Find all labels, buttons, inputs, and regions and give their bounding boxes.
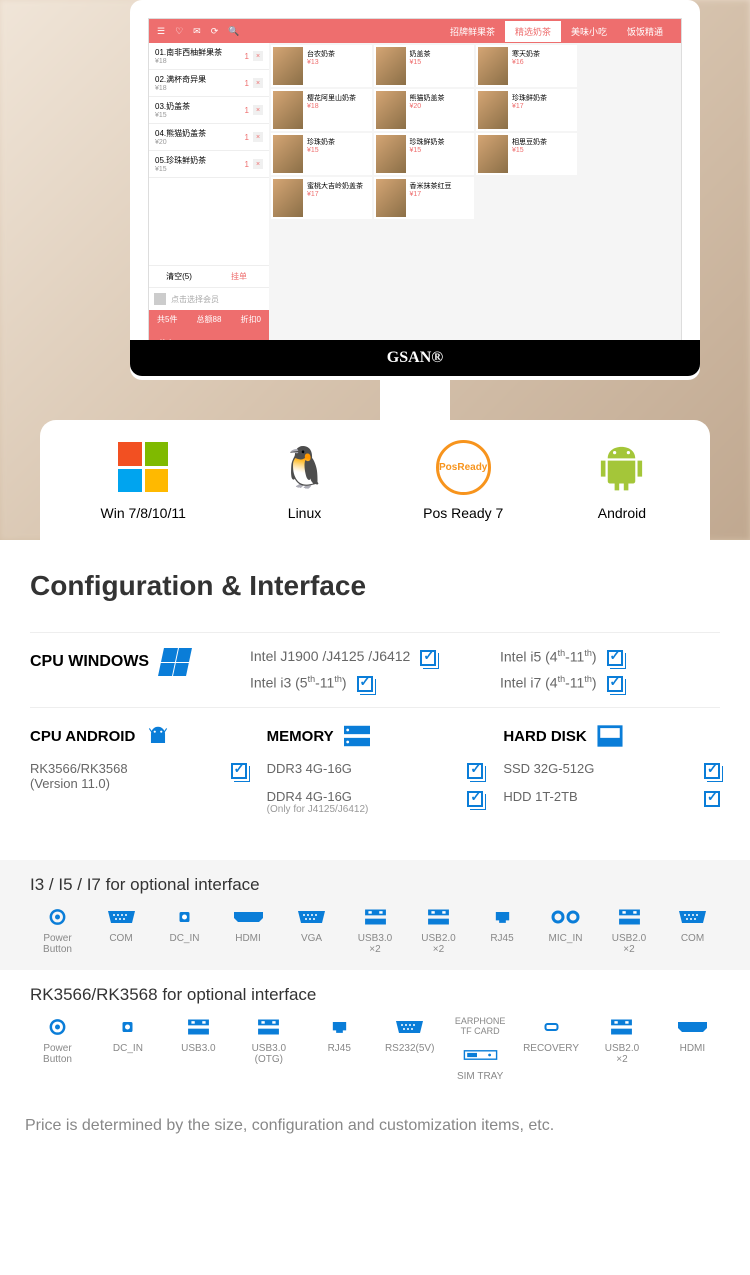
cpu-memory-disk-row: CPU ANDROID RK3566/RK3568(Version 11.0) … [30, 707, 720, 830]
category-tab[interactable]: 精选奶茶 [505, 21, 561, 42]
order-sidebar: 01.南非西柚鲜果茶¥181×02.满杯奇异果¥181×03.奶盖茶¥151×0… [149, 43, 269, 361]
port-com: COM [94, 907, 149, 955]
harddisk-icon [597, 723, 623, 749]
os-support-card: Win 7/8/10/11 🐧Linux PosReadyPos Ready 7 An… [40, 420, 710, 540]
hero-section: ☰ ♡ ✉ ⟳ 🔍 招牌鲜果茶精选奶茶美味小吃饭饭精通 01.南非西柚鲜果茶¥1… [0, 0, 750, 540]
product-tile[interactable]: 珍珠鲜奶茶¥15 [374, 133, 475, 175]
cpu-windows-row: CPU WINDOWS Intel J1900 /J4125 /J6412Int… [30, 632, 720, 707]
os-linux: 🐧Linux [277, 440, 332, 521]
order-item[interactable]: 05.珍珠鲜奶茶¥151× [149, 151, 269, 178]
port-usb30: USB3.0×2 [348, 907, 403, 955]
pos-screen: ☰ ♡ ✉ ⟳ 🔍 招牌鲜果茶精选奶茶美味小吃饭饭精通 01.南非西柚鲜果茶¥1… [148, 18, 682, 362]
port-usb30: USB3.0 [171, 1017, 226, 1082]
port-simtray: EARPHONETF CARDSIM TRAY [453, 1017, 508, 1082]
port-hdmi: HDMI [221, 907, 276, 955]
member-selector[interactable]: 点击选择会员 [149, 287, 269, 310]
hang-button[interactable]: 挂单 [209, 266, 269, 287]
iface-title-1: I3 / I5 / I7 for optional interface [30, 875, 720, 895]
monitor-stand [380, 376, 450, 426]
order-list: 01.南非西柚鲜果茶¥181×02.满杯奇异果¥181×03.奶盖茶¥151×0… [149, 43, 269, 265]
port-usb20: USB2.0×2 [411, 907, 466, 955]
search-icon[interactable]: 🔍 [228, 26, 239, 37]
order-totals: 共5件 总额88 折扣0 [149, 310, 269, 329]
category-tab[interactable]: 美味小吃 [561, 21, 617, 42]
user-icon[interactable]: ♡ [175, 26, 183, 37]
port-hdmi: HDMI [665, 1017, 720, 1082]
port-power: PowerButton [30, 1017, 85, 1082]
footer-note: Price is determined by the size, configu… [0, 1097, 750, 1155]
port-vga: VGA [284, 907, 339, 955]
memory-option: DDR4 4G-16G(Only for J4125/J6412) [267, 789, 484, 815]
product-tile[interactable]: 珍珠奶茶¥15 [271, 133, 372, 175]
port-com: COM [665, 907, 720, 955]
member-icon [154, 293, 166, 305]
iface-title-2: RK3566/RK3568 for optional interface [30, 985, 720, 1005]
category-tab[interactable]: 招牌鲜果茶 [440, 21, 505, 42]
windows-icon [158, 648, 192, 676]
config-section: Configuration & Interface CPU WINDOWS In… [0, 540, 750, 860]
disk-option: HDD 1T-2TB [503, 789, 720, 807]
port-power: PowerButton [30, 907, 85, 955]
product-tile[interactable]: 台农奶茶¥13 [271, 45, 372, 87]
os-windows: Win 7/8/10/11 [101, 440, 186, 521]
pos-topbar: ☰ ♡ ✉ ⟳ 🔍 招牌鲜果茶精选奶茶美味小吃饭饭精通 [149, 19, 681, 43]
os-posready: PosReadyPos Ready 7 [423, 440, 503, 521]
port-micin: MIC_IN [538, 907, 593, 955]
product-tile[interactable]: 相思豆奶茶¥15 [476, 133, 577, 175]
product-tile[interactable]: 奶盖茶¥15 [374, 45, 475, 87]
config-title: Configuration & Interface [30, 570, 720, 602]
port-dcin: DC_IN [157, 907, 212, 955]
memory-option: DDR3 4G-16G [267, 761, 484, 779]
product-tile[interactable]: 樱花阿里山奶茶¥18 [271, 89, 372, 131]
menu-icon[interactable]: ☰ [157, 26, 165, 37]
cpu-option: Intel i3 (5th-11th) [250, 674, 470, 692]
port-usb20: USB2.0×2 [594, 1017, 649, 1082]
order-item[interactable]: 01.南非西柚鲜果茶¥181× [149, 43, 269, 70]
category-tab[interactable]: 饭饭精通 [617, 21, 673, 42]
cpu-option: Intel i7 (4th-11th) [500, 674, 720, 692]
port-usb20: USB2.0×2 [602, 907, 657, 955]
cpu-option: Intel J1900 /J4125 /J6412 [250, 648, 470, 666]
clear-button[interactable]: 清空(5) [149, 266, 209, 287]
port-rj45: RJ45 [312, 1017, 367, 1082]
port-recovery: RECOVERY [523, 1017, 579, 1082]
port-rj45: RJ45 [475, 907, 530, 955]
product-tile[interactable]: 熊猫奶盖茶¥20 [374, 89, 475, 131]
order-item[interactable]: 02.满杯奇异果¥181× [149, 70, 269, 97]
mail-icon[interactable]: ✉ [193, 26, 201, 37]
pos-monitor: ☰ ♡ ✉ ⟳ 🔍 招牌鲜果茶精选奶茶美味小吃饭饭精通 01.南非西柚鲜果茶¥1… [130, 0, 700, 380]
product-tile[interactable]: 蜜桃大吉岭奶盖茶¥17 [271, 177, 372, 219]
wifi-icon[interactable]: ⟳ [211, 26, 219, 37]
product-grid: 台农奶茶¥13奶盖茶¥15寒天奶茶¥16 樱花阿里山奶茶¥18熊猫奶盖茶¥20珍珠… [269, 43, 681, 361]
product-tile[interactable]: 香米抹茶红豆¥17 [374, 177, 475, 219]
android-cpu-option: RK3566/RK3568(Version 11.0) [30, 761, 247, 791]
disk-option: SSD 32G-512G [503, 761, 720, 779]
interface-rk3566: RK3566/RK3568 for optional interface Pow… [0, 970, 750, 1097]
memory-icon [344, 723, 370, 749]
cpu-option: Intel i5 (4th-11th) [500, 648, 720, 666]
order-item[interactable]: 04.熊猫奶盖茶¥201× [149, 124, 269, 151]
port-rs2325v: RS232(5V) [382, 1017, 437, 1082]
category-tabs: 招牌鲜果茶精选奶茶美味小吃饭饭精通 [440, 21, 673, 42]
product-tile[interactable]: 珍珠鲜奶茶¥17 [476, 89, 577, 131]
android-icon [145, 723, 171, 749]
product-tile[interactable]: 寒天奶茶¥16 [476, 45, 577, 87]
port-dcin: DC_IN [100, 1017, 155, 1082]
interface-i3-i5-i7: I3 / I5 / I7 for optional interface Powe… [0, 860, 750, 970]
order-item[interactable]: 03.奶盖茶¥151× [149, 97, 269, 124]
brand-label: GSAN® [130, 340, 700, 376]
port-usb30: USB3.0(OTG) [241, 1017, 296, 1082]
os-android: Android [594, 440, 649, 521]
